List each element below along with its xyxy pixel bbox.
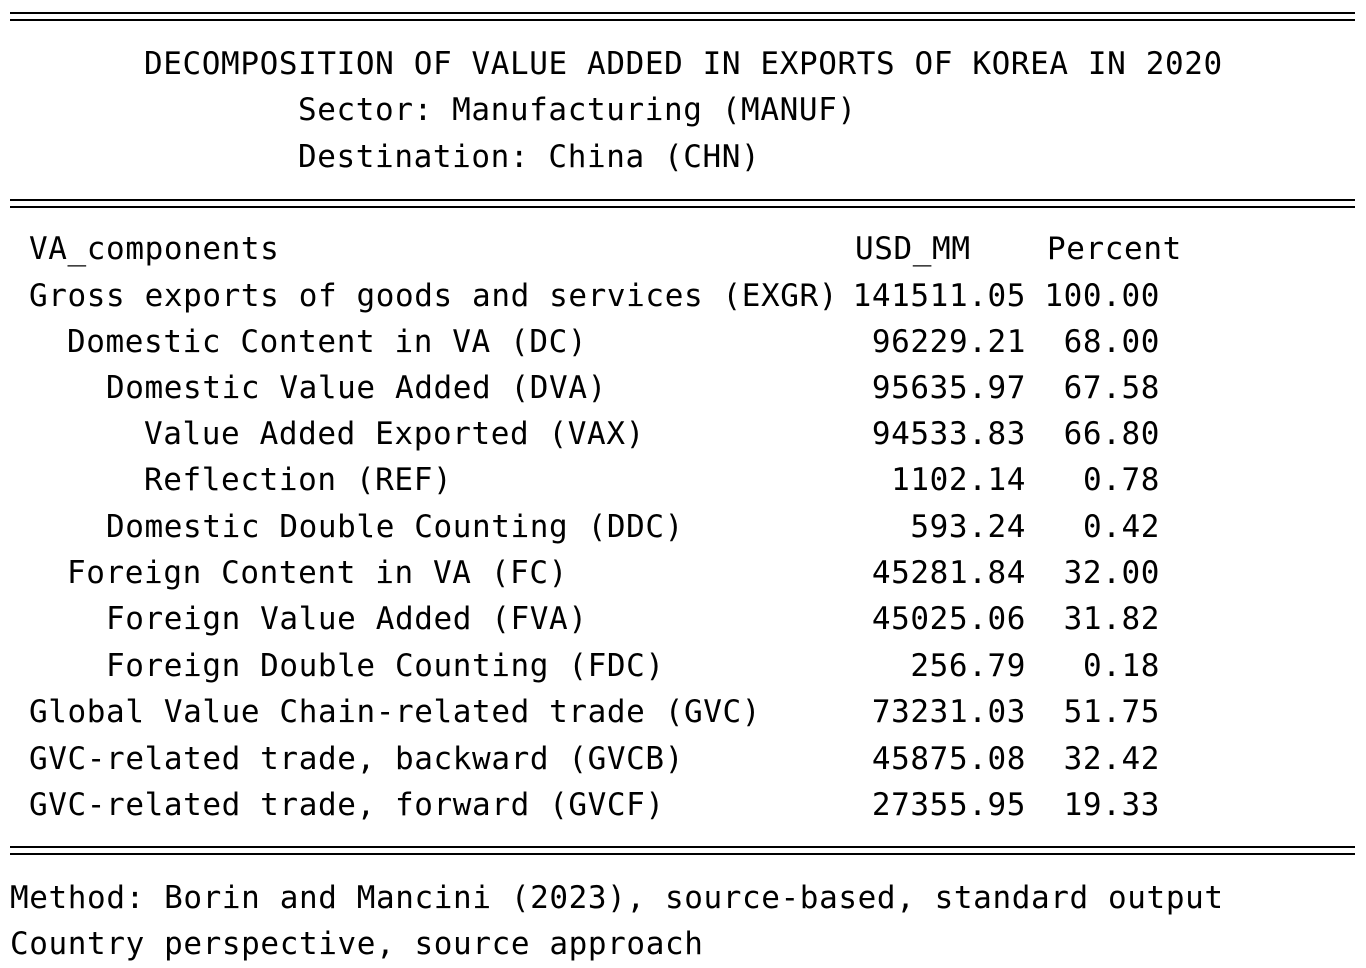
- table-row-gvcf: GVC-related trade, forward (GVCF) 27355.…: [0, 785, 1366, 825]
- row-usd-value: 96229.21: [871, 324, 1026, 360]
- row-usd-value: 593.24: [910, 509, 1026, 545]
- row-percent-value: 0.18: [1082, 648, 1160, 684]
- destination-subtitle: Destination: China (CHN): [298, 139, 761, 175]
- row-label: GVC-related trade, forward (GVCF): [29, 787, 665, 823]
- row-percent-value: 19.33: [1063, 787, 1160, 823]
- row-usd-value: 1102.14: [891, 462, 1026, 498]
- table-row-exgr: Gross exports of goods and services (EXG…: [0, 276, 1366, 316]
- table-row-gvc: Global Value Chain-related trade (GVC) 7…: [0, 692, 1366, 732]
- row-percent-value: 0.42: [1082, 509, 1160, 545]
- table-row-dc: Domestic Content in VA (DC) 96229.21 68.…: [0, 322, 1366, 362]
- row-label: Gross exports of goods and services (EXG…: [29, 278, 839, 314]
- row-percent-value: 0.78: [1082, 462, 1160, 498]
- table-row-fc: Foreign Content in VA (FC) 45281.84 32.0…: [0, 553, 1366, 593]
- header-separator: [10, 199, 1355, 208]
- row-label: Foreign Content in VA (FC): [67, 555, 568, 591]
- row-label: Domestic Double Counting (DDC): [106, 509, 684, 545]
- row-label: Foreign Double Counting (FDC): [106, 648, 665, 684]
- row-usd-value: 256.79: [910, 648, 1026, 684]
- table-row-ref: Reflection (REF) 1102.14 0.78: [0, 460, 1366, 500]
- row-percent-value: 67.58: [1063, 370, 1160, 406]
- row-percent-value: 68.00: [1063, 324, 1160, 360]
- row-usd-value: 73231.03: [871, 694, 1026, 730]
- row-usd-value: 27355.95: [871, 787, 1026, 823]
- row-usd-value: 141511.05: [852, 278, 1026, 314]
- row-label: Foreign Value Added (FVA): [106, 601, 588, 637]
- row-percent-value: 66.80: [1063, 416, 1160, 452]
- table-row-vax: Value Added Exported (VAX) 94533.83 66.8…: [0, 414, 1366, 454]
- row-label: Value Added Exported (VAX): [144, 416, 645, 452]
- row-label: Global Value Chain-related trade (GVC): [29, 694, 762, 730]
- row-usd-value: 95635.97: [871, 370, 1026, 406]
- sector-subtitle: Sector: Manufacturing (MANUF): [298, 92, 857, 128]
- page-title: DECOMPOSITION OF VALUE ADDED IN EXPORTS …: [144, 46, 1223, 82]
- table-row-dva: Domestic Value Added (DVA) 95635.97 67.5…: [0, 368, 1366, 408]
- row-percent-value: 32.00: [1063, 555, 1160, 591]
- column-header-va-components: VA_components: [29, 231, 280, 267]
- row-percent-value: 31.82: [1063, 601, 1160, 637]
- row-percent-value: 100.00: [1044, 278, 1160, 314]
- row-label: GVC-related trade, backward (GVCB): [29, 741, 684, 777]
- row-label: Domestic Value Added (DVA): [106, 370, 607, 406]
- row-usd-value: 45281.84: [871, 555, 1026, 591]
- row-usd-value: 45025.06: [871, 601, 1026, 637]
- top-separator: [10, 12, 1355, 21]
- column-header-usd: USD_MM: [855, 231, 971, 267]
- footer-separator: [10, 846, 1355, 855]
- perspective-note: Country perspective, source approach: [10, 926, 704, 962]
- row-label: Reflection (REF): [144, 462, 453, 498]
- table-row-fva: Foreign Value Added (FVA) 45025.06 31.82: [0, 599, 1366, 639]
- row-usd-value: 45875.08: [871, 741, 1026, 777]
- row-percent-value: 32.42: [1063, 741, 1160, 777]
- table-row-gvcb: GVC-related trade, backward (GVCB) 45875…: [0, 739, 1366, 779]
- table-header-row: VA_components USD_MM Percent: [0, 229, 1366, 269]
- table-row-fdc: Foreign Double Counting (FDC) 256.79 0.1…: [0, 646, 1366, 686]
- row-percent-value: 51.75: [1063, 694, 1160, 730]
- row-usd-value: 94533.83: [871, 416, 1026, 452]
- row-label: Domestic Content in VA (DC): [67, 324, 588, 360]
- table-row-ddc: Domestic Double Counting (DDC) 593.24 0.…: [0, 507, 1366, 547]
- column-header-percent: Percent: [1047, 231, 1182, 267]
- method-note: Method: Borin and Mancini (2023), source…: [10, 880, 1224, 916]
